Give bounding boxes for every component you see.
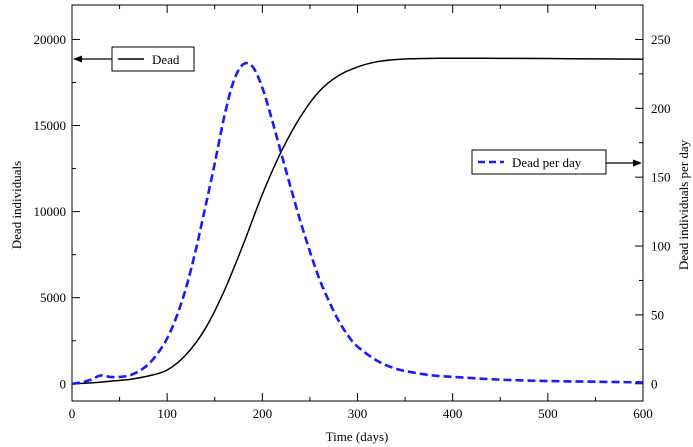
legend-dead-per-day: Dead per day (471, 149, 607, 175)
y-right-tick-label: 150 (651, 170, 671, 185)
x-tick-label: 400 (443, 406, 463, 421)
x-tick-label: 0 (69, 406, 76, 421)
x-tick-label: 600 (633, 406, 653, 421)
legend-dead-label: Dead (152, 52, 180, 67)
y-left-tick-label: 15000 (34, 118, 67, 133)
x-axis-title: Time (days) (326, 429, 389, 444)
y-right-tick-label: 200 (651, 101, 671, 116)
series-line-dead-per-day (71, 61, 644, 386)
y-right-axis-title: Dead individuals per day (676, 139, 691, 270)
y-left-axis-title: Dead individuals (9, 161, 24, 249)
y-right-tick-label: 100 (651, 239, 671, 254)
y-left-tick-label: 10000 (34, 204, 67, 219)
legend-dead-per-day-arrow (606, 159, 642, 167)
y-left-tick-label: 0 (60, 376, 67, 391)
x-tick-label: 200 (253, 406, 273, 421)
series-line-dead (71, 57, 644, 385)
y-right-tick-label: 50 (651, 307, 664, 322)
x-tick-label: 500 (538, 406, 558, 421)
series-lines (71, 57, 644, 386)
y-right-tick-label: 0 (651, 376, 658, 391)
y-right-tick-label: 250 (651, 32, 671, 47)
legend-dead-per-day-arrow-head (633, 159, 642, 167)
legend-dead-arrow-head (73, 55, 82, 63)
legend-dead: Dead (111, 46, 195, 72)
axis-ticks: 0 100 200 300 400 500 600 0 5000 10000 15000 20000 0… (34, 4, 671, 421)
x-tick-label: 100 (157, 406, 177, 421)
x-tick-label: 300 (348, 406, 368, 421)
y-left-tick-label: 20000 (34, 32, 67, 47)
legend-dead-arrow (73, 55, 112, 63)
y-left-tick-label: 5000 (40, 290, 66, 305)
legend-dead-per-day-label: Dead per day (512, 155, 582, 170)
